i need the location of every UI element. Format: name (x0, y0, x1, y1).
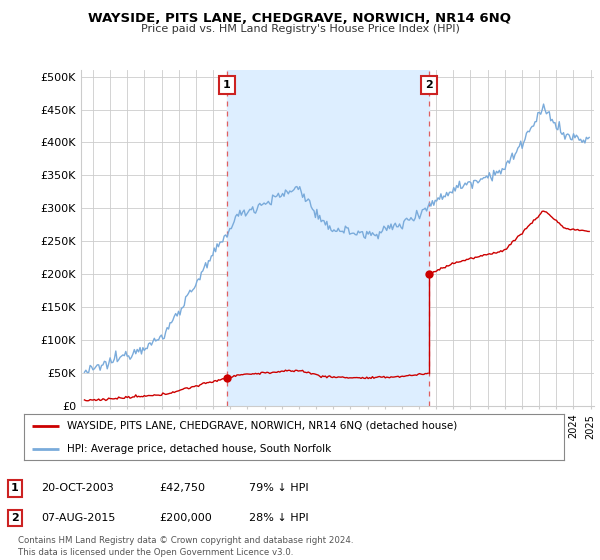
Text: Price paid vs. HM Land Registry's House Price Index (HPI): Price paid vs. HM Land Registry's House … (140, 24, 460, 34)
Text: 1: 1 (11, 483, 19, 493)
Text: 1: 1 (223, 80, 231, 90)
Text: £42,750: £42,750 (159, 483, 205, 493)
Text: WAYSIDE, PITS LANE, CHEDGRAVE, NORWICH, NR14 6NQ (detached house): WAYSIDE, PITS LANE, CHEDGRAVE, NORWICH, … (67, 421, 457, 431)
Text: HPI: Average price, detached house, South Norfolk: HPI: Average price, detached house, Sout… (67, 444, 331, 454)
Text: 2: 2 (425, 80, 433, 90)
Text: 07-AUG-2015: 07-AUG-2015 (41, 513, 115, 523)
Bar (227, 70, 429, 406)
Text: £200,000: £200,000 (159, 513, 212, 523)
Text: 2: 2 (11, 513, 19, 523)
Text: 79% ↓ HPI: 79% ↓ HPI (249, 483, 308, 493)
Text: Contains HM Land Registry data © Crown copyright and database right 2024.
This d: Contains HM Land Registry data © Crown c… (18, 536, 353, 557)
Text: WAYSIDE, PITS LANE, CHEDGRAVE, NORWICH, NR14 6NQ: WAYSIDE, PITS LANE, CHEDGRAVE, NORWICH, … (89, 12, 511, 25)
Text: 20-OCT-2003: 20-OCT-2003 (41, 483, 113, 493)
Text: 28% ↓ HPI: 28% ↓ HPI (249, 513, 308, 523)
